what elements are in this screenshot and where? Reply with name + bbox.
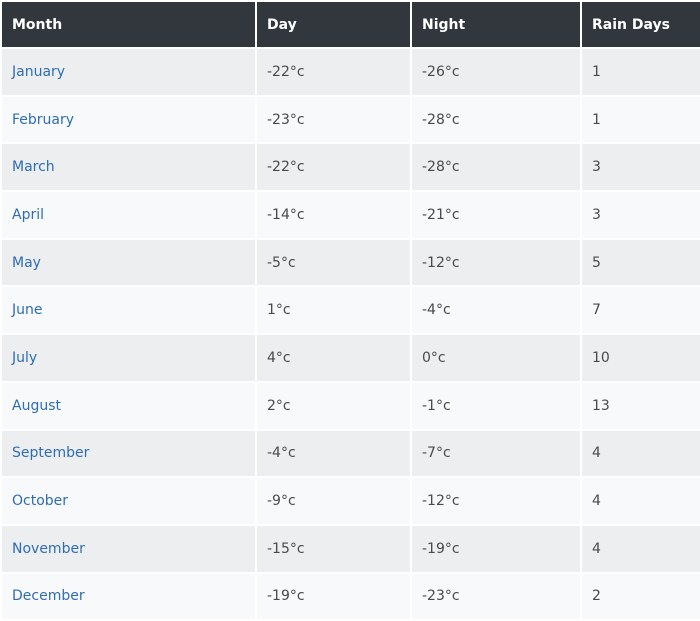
- rain-days-cell: 1: [582, 49, 700, 95]
- night-cell: -12°c: [412, 239, 580, 286]
- table-row: September -4°c -7°c 4: [2, 430, 700, 477]
- day-cell: 4°c: [257, 335, 410, 381]
- night-cell: -1°c: [412, 382, 580, 429]
- rain-days-cell: 13: [582, 382, 700, 429]
- night-cell: -19°c: [412, 525, 580, 572]
- table-row: December -19°c -23°c 2: [2, 573, 700, 620]
- day-cell: -22°c: [257, 144, 410, 191]
- table-row: July 4°c 0°c 10: [2, 335, 700, 381]
- night-cell: -21°c: [412, 192, 580, 238]
- month-link[interactable]: March: [2, 144, 255, 191]
- day-cell: -19°c: [257, 573, 410, 620]
- month-link[interactable]: November: [2, 525, 255, 572]
- night-cell: -28°c: [412, 96, 580, 143]
- rain-days-cell: 3: [582, 192, 700, 238]
- month-link[interactable]: July: [2, 335, 255, 381]
- header-rain-days: Rain Days: [582, 2, 700, 47]
- header-row: Month Day Night Rain Days: [2, 2, 700, 47]
- month-link[interactable]: December: [2, 573, 255, 620]
- header-month: Month: [2, 2, 255, 47]
- month-link[interactable]: April: [2, 192, 255, 238]
- table-row: October -9°c -12°c 4: [2, 478, 700, 524]
- rain-days-cell: 2: [582, 573, 700, 620]
- rain-days-cell: 10: [582, 335, 700, 381]
- day-cell: -4°c: [257, 430, 410, 477]
- rain-days-cell: 7: [582, 287, 700, 334]
- table-row: April -14°c -21°c 3: [2, 192, 700, 238]
- month-link[interactable]: February: [2, 96, 255, 143]
- table-row: January -22°c -26°c 1: [2, 49, 700, 95]
- table-row: February -23°c -28°c 1: [2, 96, 700, 143]
- night-cell: -7°c: [412, 430, 580, 477]
- day-cell: -23°c: [257, 96, 410, 143]
- day-cell: -5°c: [257, 239, 410, 286]
- rain-days-cell: 4: [582, 478, 700, 524]
- table-row: May -5°c -12°c 5: [2, 239, 700, 286]
- day-cell: 2°c: [257, 382, 410, 429]
- night-cell: -12°c: [412, 478, 580, 524]
- night-cell: -23°c: [412, 573, 580, 620]
- rain-days-cell: 3: [582, 144, 700, 191]
- night-cell: 0°c: [412, 335, 580, 381]
- header-night: Night: [412, 2, 580, 47]
- table-row: August 2°c -1°c 13: [2, 382, 700, 429]
- month-link[interactable]: August: [2, 382, 255, 429]
- rain-days-cell: 5: [582, 239, 700, 286]
- table-row: November -15°c -19°c 4: [2, 525, 700, 572]
- rain-days-cell: 4: [582, 525, 700, 572]
- table-row: June 1°c -4°c 7: [2, 287, 700, 334]
- day-cell: -9°c: [257, 478, 410, 524]
- month-link[interactable]: June: [2, 287, 255, 334]
- rain-days-cell: 4: [582, 430, 700, 477]
- rain-days-cell: 1: [582, 96, 700, 143]
- night-cell: -4°c: [412, 287, 580, 334]
- day-cell: -15°c: [257, 525, 410, 572]
- night-cell: -28°c: [412, 144, 580, 191]
- month-link[interactable]: September: [2, 430, 255, 477]
- month-link[interactable]: October: [2, 478, 255, 524]
- month-link[interactable]: May: [2, 239, 255, 286]
- header-day: Day: [257, 2, 410, 47]
- day-cell: -22°c: [257, 49, 410, 95]
- table-body: January -22°c -26°c 1 February -23°c -28°c 1 Mar…: [2, 49, 700, 620]
- month-link[interactable]: January: [2, 49, 255, 95]
- day-cell: 1°c: [257, 287, 410, 334]
- night-cell: -26°c: [412, 49, 580, 95]
- table-header: Month Day Night Rain Days: [2, 2, 700, 47]
- day-cell: -14°c: [257, 192, 410, 238]
- table-row: March -22°c -28°c 3: [2, 144, 700, 191]
